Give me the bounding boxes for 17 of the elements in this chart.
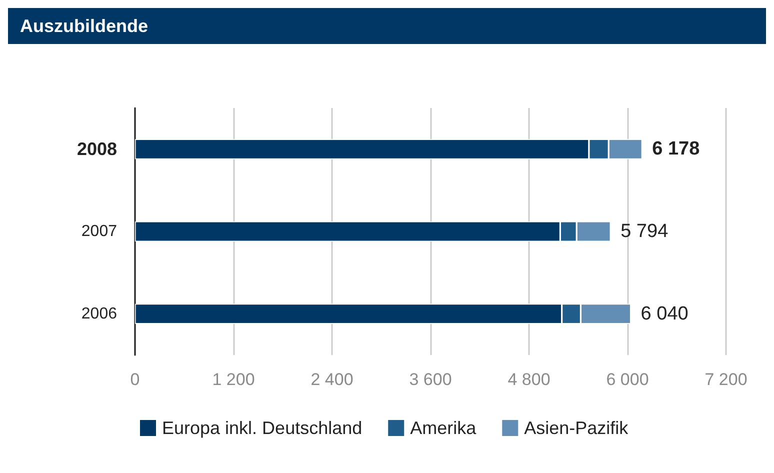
legend-label: Amerika [410,418,478,438]
x-tick-label: 2 400 [310,370,354,389]
x-tick-label: 3 600 [409,370,452,389]
chart-title: Auszubildende [8,8,766,44]
y-tick-label: 2008 [76,139,117,160]
total-label: 6 178 [652,138,700,160]
total-label: 6 040 [640,303,688,324]
legend-label: Europa inkl. Deutschland [162,418,362,438]
y-tick-label: 2006 [81,305,118,322]
x-tick-label: 6 000 [606,370,649,389]
total-label: 5 794 [620,221,669,242]
x-tick-label: 0 [130,370,140,389]
x-tick-label: 1 200 [212,370,255,389]
legend-label: Asien-Pazifik [524,418,630,438]
x-tick-label: 7 200 [704,370,748,389]
y-tick-label: 2007 [81,223,118,240]
x-tick-label: 4 800 [508,370,550,389]
